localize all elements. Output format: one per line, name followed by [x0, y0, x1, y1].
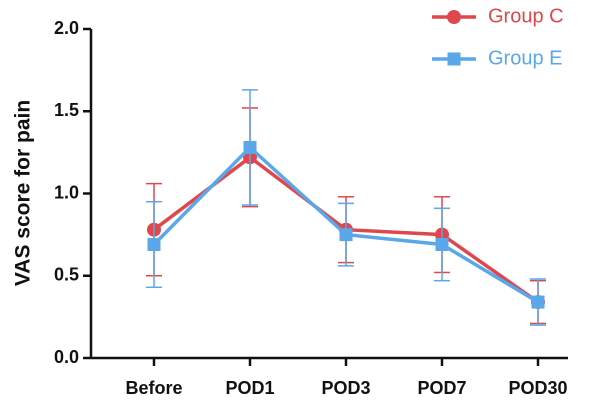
legend-label: Group E	[488, 47, 562, 69]
x-tick-label: POD1	[225, 378, 274, 398]
series-layer	[146, 89, 546, 326]
legend-marker	[447, 10, 461, 24]
legend-item: Group E	[432, 47, 562, 69]
y-tick-label: 1.5	[54, 100, 79, 120]
legend-item: Group C	[432, 5, 564, 27]
data-point	[147, 237, 161, 251]
data-point	[435, 237, 449, 251]
x-tick-label: POD7	[417, 378, 466, 398]
x-axis-ticks: Before POD1 POD3 POD7 POD30	[125, 358, 568, 398]
y-axis-title: VAS score for pain	[12, 100, 35, 286]
y-tick-label: 0.0	[54, 347, 79, 367]
x-tick-label: POD30	[508, 378, 567, 398]
data-point	[243, 140, 257, 154]
y-tick-label: 0.5	[54, 265, 79, 285]
x-tick-label: POD3	[321, 378, 370, 398]
y-tick-label: 1.0	[54, 182, 79, 202]
data-point	[339, 228, 353, 242]
legend: Group C Group E	[432, 5, 564, 69]
data-point	[531, 295, 545, 309]
legend-marker	[447, 52, 461, 66]
series-group-e	[146, 89, 546, 326]
x-tick-label: Before	[125, 378, 182, 398]
legend-label: Group C	[488, 5, 564, 27]
y-axis-ticks: 0.0 0.5 1.0 1.5 2.0	[54, 18, 91, 367]
y-tick-label: 2.0	[54, 18, 79, 38]
